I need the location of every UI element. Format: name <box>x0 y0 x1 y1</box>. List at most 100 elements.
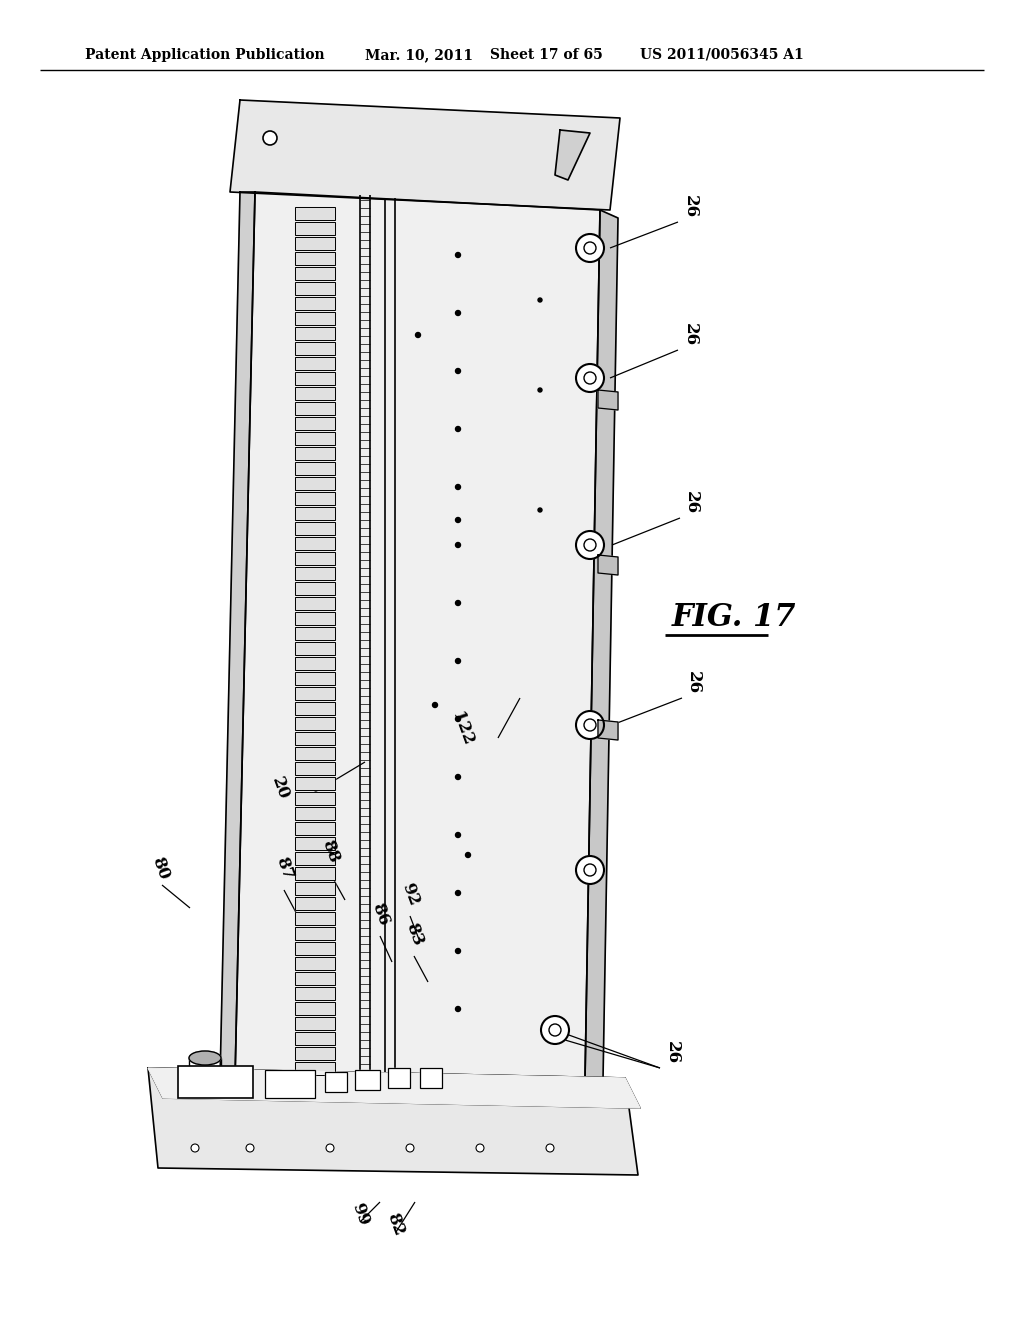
Bar <box>295 1063 335 1074</box>
Circle shape <box>456 426 461 432</box>
Bar <box>295 686 335 700</box>
Bar <box>295 462 335 475</box>
Bar <box>295 987 335 1001</box>
Bar <box>295 657 335 671</box>
Text: 86: 86 <box>368 900 392 928</box>
Text: Patent Application Publication: Patent Application Publication <box>85 48 325 62</box>
Bar <box>420 1068 442 1088</box>
Bar <box>355 1071 380 1090</box>
Text: 83: 83 <box>402 920 426 948</box>
Bar <box>295 882 335 895</box>
Bar <box>295 297 335 310</box>
Bar <box>295 477 335 490</box>
Text: 88: 88 <box>318 837 342 865</box>
Bar <box>295 417 335 430</box>
Bar <box>295 492 335 506</box>
Bar <box>295 417 335 430</box>
Bar <box>295 672 335 685</box>
Bar <box>295 957 335 970</box>
Bar <box>295 403 335 414</box>
Bar <box>295 252 335 265</box>
Bar <box>295 327 335 341</box>
Bar <box>295 403 335 414</box>
Bar <box>295 222 335 235</box>
Bar <box>295 238 335 249</box>
Bar <box>295 207 335 220</box>
Circle shape <box>538 298 542 302</box>
Bar <box>295 851 335 865</box>
Bar <box>295 432 335 445</box>
Circle shape <box>546 1144 554 1152</box>
Bar <box>295 733 335 744</box>
Bar <box>295 1063 335 1074</box>
Bar <box>295 222 335 235</box>
Bar <box>295 822 335 836</box>
Polygon shape <box>598 554 618 576</box>
Bar <box>295 282 335 294</box>
Bar <box>295 387 335 400</box>
Bar <box>295 942 335 954</box>
Bar <box>295 702 335 715</box>
Circle shape <box>575 364 604 392</box>
Circle shape <box>456 543 461 548</box>
Circle shape <box>456 949 461 953</box>
Bar <box>295 582 335 595</box>
Polygon shape <box>230 100 620 210</box>
Circle shape <box>538 388 542 392</box>
Bar <box>295 1016 335 1030</box>
Circle shape <box>456 484 461 490</box>
Bar <box>295 327 335 341</box>
Bar <box>295 597 335 610</box>
Bar <box>295 777 335 789</box>
Bar <box>295 447 335 459</box>
Bar <box>295 356 335 370</box>
Bar <box>295 342 335 355</box>
Bar <box>295 627 335 640</box>
Bar <box>295 568 335 579</box>
Bar <box>295 342 335 355</box>
Circle shape <box>456 717 461 722</box>
Bar <box>295 837 335 850</box>
Circle shape <box>538 508 542 512</box>
Polygon shape <box>598 389 618 411</box>
Circle shape <box>456 517 461 523</box>
Bar <box>295 972 335 985</box>
Bar <box>295 267 335 280</box>
Bar <box>295 867 335 880</box>
Bar <box>295 657 335 671</box>
Bar <box>295 822 335 836</box>
Bar <box>295 807 335 820</box>
Bar <box>295 792 335 805</box>
Bar <box>295 521 335 535</box>
Bar <box>295 1016 335 1030</box>
Text: 82: 82 <box>383 1210 407 1238</box>
Circle shape <box>456 833 461 837</box>
Bar <box>295 507 335 520</box>
Bar <box>295 537 335 550</box>
Bar <box>295 312 335 325</box>
Bar <box>295 521 335 535</box>
Bar <box>295 898 335 909</box>
Circle shape <box>541 1016 569 1044</box>
Bar <box>295 612 335 624</box>
Bar <box>295 252 335 265</box>
Bar <box>295 1047 335 1060</box>
Bar <box>295 612 335 624</box>
Circle shape <box>456 368 461 374</box>
Bar <box>295 312 335 325</box>
Circle shape <box>456 601 461 606</box>
Ellipse shape <box>189 1051 221 1065</box>
Bar <box>420 1068 442 1088</box>
Bar <box>295 387 335 400</box>
Bar <box>355 1071 380 1090</box>
Bar <box>295 702 335 715</box>
Text: 92: 92 <box>398 880 422 908</box>
Circle shape <box>456 659 461 664</box>
Bar <box>295 851 335 865</box>
Bar <box>295 282 335 294</box>
Polygon shape <box>148 1068 638 1175</box>
Bar <box>295 882 335 895</box>
Bar <box>325 1072 347 1092</box>
Bar <box>295 297 335 310</box>
Text: 26: 26 <box>664 1041 681 1064</box>
